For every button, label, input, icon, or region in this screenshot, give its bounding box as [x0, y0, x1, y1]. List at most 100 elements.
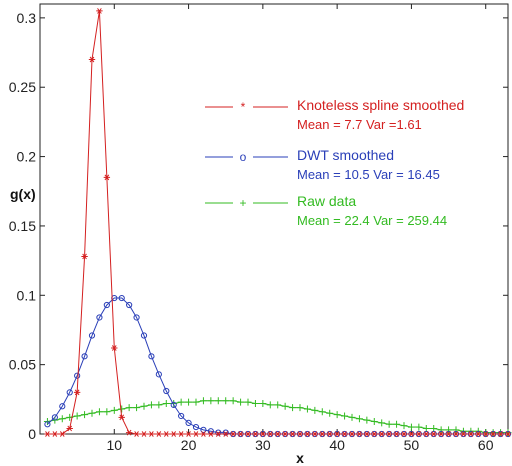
data-point — [475, 431, 482, 437]
data-point — [296, 404, 304, 412]
data-point — [51, 414, 58, 421]
legend-series-name: DWT smoothed — [297, 147, 394, 163]
data-point — [163, 431, 170, 437]
series-knoteless-spline-smoothed — [44, 8, 512, 437]
data-point — [177, 431, 185, 437]
legend-marker: + — [239, 196, 246, 210]
data-point — [170, 431, 177, 437]
y-tick-label: 0.2 — [17, 149, 37, 165]
data-point — [415, 431, 423, 437]
y-tick-label: 0.05 — [9, 357, 36, 373]
data-point — [326, 431, 333, 437]
data-point — [407, 423, 415, 431]
data-point — [400, 431, 408, 437]
data-point — [66, 389, 73, 396]
data-point — [289, 431, 296, 437]
data-point — [289, 404, 297, 412]
data-point — [266, 401, 274, 409]
data-point — [311, 431, 319, 437]
data-point — [111, 345, 118, 351]
data-point — [207, 431, 215, 437]
data-point — [341, 412, 349, 420]
data-point — [259, 431, 267, 437]
data-point — [408, 431, 415, 437]
y-tick-label: 0.25 — [9, 79, 36, 95]
data-point — [326, 409, 334, 417]
y-tick-label: 0.1 — [17, 287, 37, 303]
data-point — [140, 431, 148, 437]
legend-series-stats: Mean = 10.5 Var = 16.45 — [297, 167, 440, 182]
data-point — [319, 431, 326, 437]
data-point — [415, 423, 423, 431]
legend-series-stats: Mean = 22.4 Var = 259.44 — [297, 213, 447, 228]
data-point — [103, 408, 111, 416]
data-point — [214, 397, 222, 405]
y-tick-label: 0.15 — [9, 218, 36, 234]
data-point — [244, 398, 252, 406]
data-point — [59, 403, 66, 410]
data-point — [110, 406, 118, 414]
data-point — [222, 429, 229, 436]
data-point — [148, 431, 155, 437]
data-point — [378, 431, 385, 437]
legend-marker: * — [241, 100, 246, 114]
data-point — [125, 429, 133, 436]
data-point — [467, 431, 475, 437]
data-point — [244, 431, 252, 437]
data-point — [125, 404, 133, 412]
data-point — [422, 424, 430, 432]
data-point — [252, 431, 259, 437]
data-point — [118, 405, 126, 413]
data-point — [185, 398, 193, 406]
data-point — [74, 372, 81, 379]
data-point — [192, 423, 200, 431]
data-point — [88, 332, 96, 339]
data-point — [126, 301, 133, 309]
data-point — [378, 419, 386, 427]
data-point — [318, 408, 326, 416]
data-point — [73, 389, 81, 396]
data-point — [59, 431, 66, 437]
data-point — [400, 422, 408, 430]
data-point — [452, 431, 460, 437]
data-point — [162, 399, 170, 407]
data-point — [504, 431, 512, 437]
data-point — [393, 420, 401, 428]
data-point — [96, 8, 103, 14]
plot-series — [43, 8, 512, 438]
data-point — [199, 397, 207, 405]
data-point — [192, 398, 200, 406]
data-point — [200, 431, 207, 437]
data-point — [237, 431, 244, 437]
data-point — [274, 401, 282, 409]
data-point — [81, 353, 88, 360]
data-point — [385, 420, 393, 428]
data-point — [251, 399, 259, 407]
data-point — [103, 174, 111, 181]
data-point — [103, 301, 110, 309]
data-point — [118, 414, 125, 421]
data-point — [311, 406, 319, 414]
data-point — [445, 431, 452, 437]
data-point — [363, 431, 371, 437]
data-point — [229, 431, 237, 437]
legend-marker: o — [240, 150, 247, 164]
data-point — [81, 253, 88, 260]
data-point — [489, 431, 497, 437]
data-point — [81, 411, 89, 419]
data-point — [207, 397, 215, 405]
legend-entry-dwt-smoothed: o DWT smoothed Mean = 10.5 Var = 16.45 — [205, 147, 440, 182]
x-tick-label: 50 — [404, 437, 420, 453]
data-point — [192, 431, 200, 437]
y-tick-label: 0 — [28, 426, 36, 442]
data-point — [170, 401, 177, 408]
data-point — [185, 431, 192, 437]
data-point — [229, 397, 237, 405]
data-point — [51, 431, 59, 437]
data-point — [155, 401, 163, 409]
data-point — [274, 431, 281, 437]
data-point — [385, 431, 393, 437]
data-point — [356, 431, 363, 437]
x-tick-label: 40 — [329, 437, 345, 453]
data-point — [437, 426, 445, 434]
